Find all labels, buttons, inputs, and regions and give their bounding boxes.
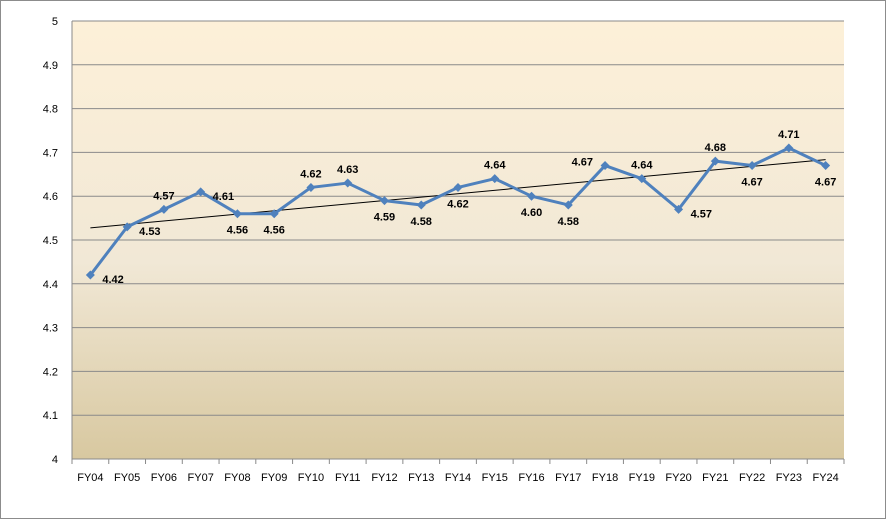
data-label: 4.67	[741, 177, 762, 189]
trendline-line	[90, 159, 826, 229]
data-label: 4.53	[139, 226, 160, 238]
data-label: 4.58	[558, 216, 579, 228]
data-point-marker	[710, 156, 720, 166]
data-label: 4.56	[227, 225, 248, 237]
data-label: 4.62	[447, 198, 468, 210]
data-point-marker	[637, 174, 647, 184]
data-label: 4.59	[374, 212, 395, 224]
y-tick-label: 4.6	[43, 191, 58, 203]
data-point-marker	[269, 209, 279, 219]
data-label: 4.67	[572, 157, 593, 169]
x-tick-label: FY20	[665, 472, 691, 484]
data-point-marker	[85, 270, 95, 280]
data-point-marker	[379, 196, 389, 206]
series-line	[85, 143, 831, 280]
trendline	[90, 159, 826, 229]
data-point-marker	[232, 209, 242, 219]
y-tick-label: 4.1	[43, 410, 58, 422]
data-label: 4.58	[411, 216, 432, 228]
y-tick-label: 4.4	[43, 279, 58, 291]
data-label: 4.42	[102, 274, 123, 286]
data-label: 4.64	[484, 160, 506, 172]
y-tick-label: 4.5	[43, 235, 58, 247]
data-label: 4.60	[521, 207, 542, 219]
data-label: 4.62	[300, 168, 321, 180]
data-point-marker	[453, 182, 463, 192]
data-label: 4.71	[778, 129, 799, 141]
y-axis: 4 4.1 4.2 4.3 4.4 4.5 4.6 4.7 4.8 4.9 5	[43, 16, 58, 466]
y-tick-label: 4.2	[43, 366, 58, 378]
data-point-marker	[122, 222, 132, 232]
x-tick-label: FY12	[371, 472, 397, 484]
x-tick-label: FY06	[151, 472, 177, 484]
data-label: 4.67	[815, 177, 836, 189]
data-label: 4.61	[213, 191, 234, 203]
data-point-marker	[563, 200, 573, 210]
x-tick-label: FY14	[445, 472, 471, 484]
y-tick-label: 4.7	[43, 147, 58, 159]
x-tick-label: FY18	[592, 472, 618, 484]
data-labels: 4.42 4.53 4.57 4.61 4.56 4.56 4.62 4.63 4.59 4.58…	[102, 129, 836, 286]
x-tick-label: FY04	[77, 472, 103, 484]
x-tick-label: FY15	[482, 472, 508, 484]
x-tick-label: FY05	[114, 472, 140, 484]
data-point-marker	[159, 204, 169, 214]
data-point-marker	[674, 204, 684, 214]
data-label: 4.57	[691, 208, 712, 220]
x-tick-label: FY13	[408, 472, 434, 484]
x-tick-label: FY10	[298, 472, 324, 484]
data-point-marker	[784, 143, 794, 153]
data-point-marker	[527, 191, 537, 201]
data-label: 4.63	[337, 164, 358, 176]
y-tick-label: 4.8	[43, 104, 58, 116]
data-label: 4.64	[631, 160, 653, 172]
x-tick-label: FY11	[335, 472, 360, 484]
data-point-marker	[490, 174, 500, 184]
data-point-marker	[821, 161, 831, 171]
data-label: 4.57	[153, 190, 174, 202]
x-axis: FY04 FY05 FY06 FY07 FY08 FY09 FY10 FY11 FY12 FY13…	[71, 459, 845, 484]
data-point-marker	[416, 200, 426, 210]
x-tick-label: FY19	[629, 472, 655, 484]
x-tick-label: FY22	[739, 472, 765, 484]
data-point-marker	[343, 178, 353, 188]
y-tick-label: 4.9	[43, 60, 58, 72]
data-point-marker	[747, 161, 757, 171]
data-label: 4.68	[705, 142, 726, 154]
y-tick-label: 5	[52, 16, 58, 28]
x-tick-label: FY16	[518, 472, 544, 484]
y-tick-label: 4	[52, 454, 58, 466]
x-tick-label: FY17	[555, 472, 581, 484]
x-tick-label: FY23	[776, 472, 802, 484]
gridlines	[71, 20, 844, 460]
x-tick-label: FY21	[702, 472, 728, 484]
x-tick-label: FY09	[261, 472, 287, 484]
data-point-marker	[600, 161, 610, 171]
data-point-marker	[196, 187, 206, 197]
data-label: 4.56	[263, 225, 284, 237]
x-tick-label: FY07	[188, 472, 214, 484]
x-tick-label: FY24	[812, 472, 838, 484]
x-tick-label: FY08	[224, 472, 250, 484]
y-tick-label: 4.3	[43, 323, 58, 335]
data-point-marker	[306, 182, 316, 192]
